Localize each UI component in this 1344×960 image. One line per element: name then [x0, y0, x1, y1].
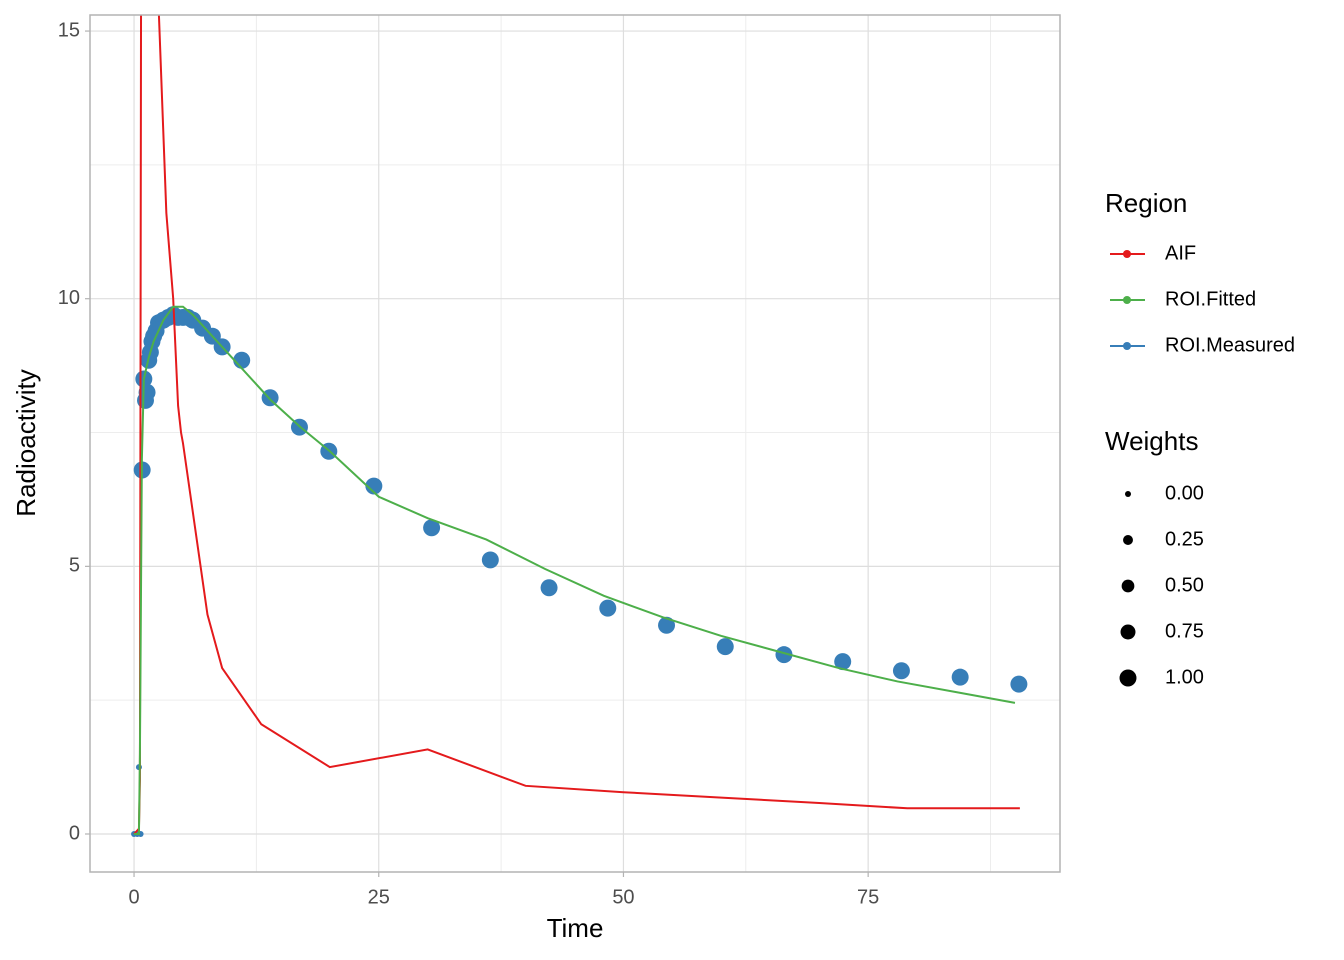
panel-border	[89, 14, 1061, 873]
x-tick-label: 0	[128, 886, 139, 908]
data-point	[775, 646, 793, 664]
y-tick-label: 15	[58, 19, 80, 41]
size-legend-label: 0.25	[1165, 528, 1204, 550]
size-legend-label: 0.75	[1165, 620, 1204, 642]
data-line	[134, 305, 1016, 835]
x-tick-label: 50	[612, 886, 634, 908]
x-tick-label: 25	[368, 886, 390, 908]
data-point	[951, 668, 969, 686]
size-legend-dot	[1121, 579, 1135, 593]
x-axis-title: Time	[547, 913, 604, 943]
data-point	[423, 519, 441, 537]
data-point	[481, 551, 499, 569]
y-axis-title: Radioactivity	[11, 369, 41, 516]
data-point	[540, 579, 558, 597]
size-legend-dot	[1123, 535, 1133, 545]
legend-dot	[1123, 250, 1131, 258]
legend-dot	[1123, 342, 1131, 350]
legend-title: Region	[1105, 188, 1187, 218]
data-point	[658, 616, 676, 634]
size-legend-label: 0.00	[1165, 482, 1204, 504]
data-point	[233, 351, 251, 369]
size-legend-label: 1.00	[1165, 666, 1204, 688]
plot-area	[131, 15, 1028, 837]
x-tick-label: 75	[857, 886, 879, 908]
size-legend-title: Weights	[1105, 426, 1198, 456]
y-tick-label: 10	[58, 287, 80, 309]
data-line	[133, 15, 1020, 835]
size-legend-dot	[1125, 491, 1131, 497]
legend-label: AIF	[1165, 242, 1196, 264]
legend-label: ROI.Fitted	[1165, 288, 1256, 310]
data-point	[1010, 675, 1028, 693]
data-point	[365, 477, 383, 495]
data-point	[834, 653, 852, 671]
size-legend-dot	[1119, 669, 1137, 687]
y-tick-label: 0	[69, 822, 80, 844]
size-legend-dot	[1120, 624, 1136, 640]
y-tick-label: 5	[69, 555, 80, 577]
legend-label: ROI.Measured	[1165, 334, 1295, 356]
data-point	[716, 638, 734, 656]
size-legend-label: 0.50	[1165, 574, 1204, 596]
legend-dot	[1123, 296, 1131, 304]
data-point	[599, 599, 617, 617]
data-point	[892, 662, 910, 680]
